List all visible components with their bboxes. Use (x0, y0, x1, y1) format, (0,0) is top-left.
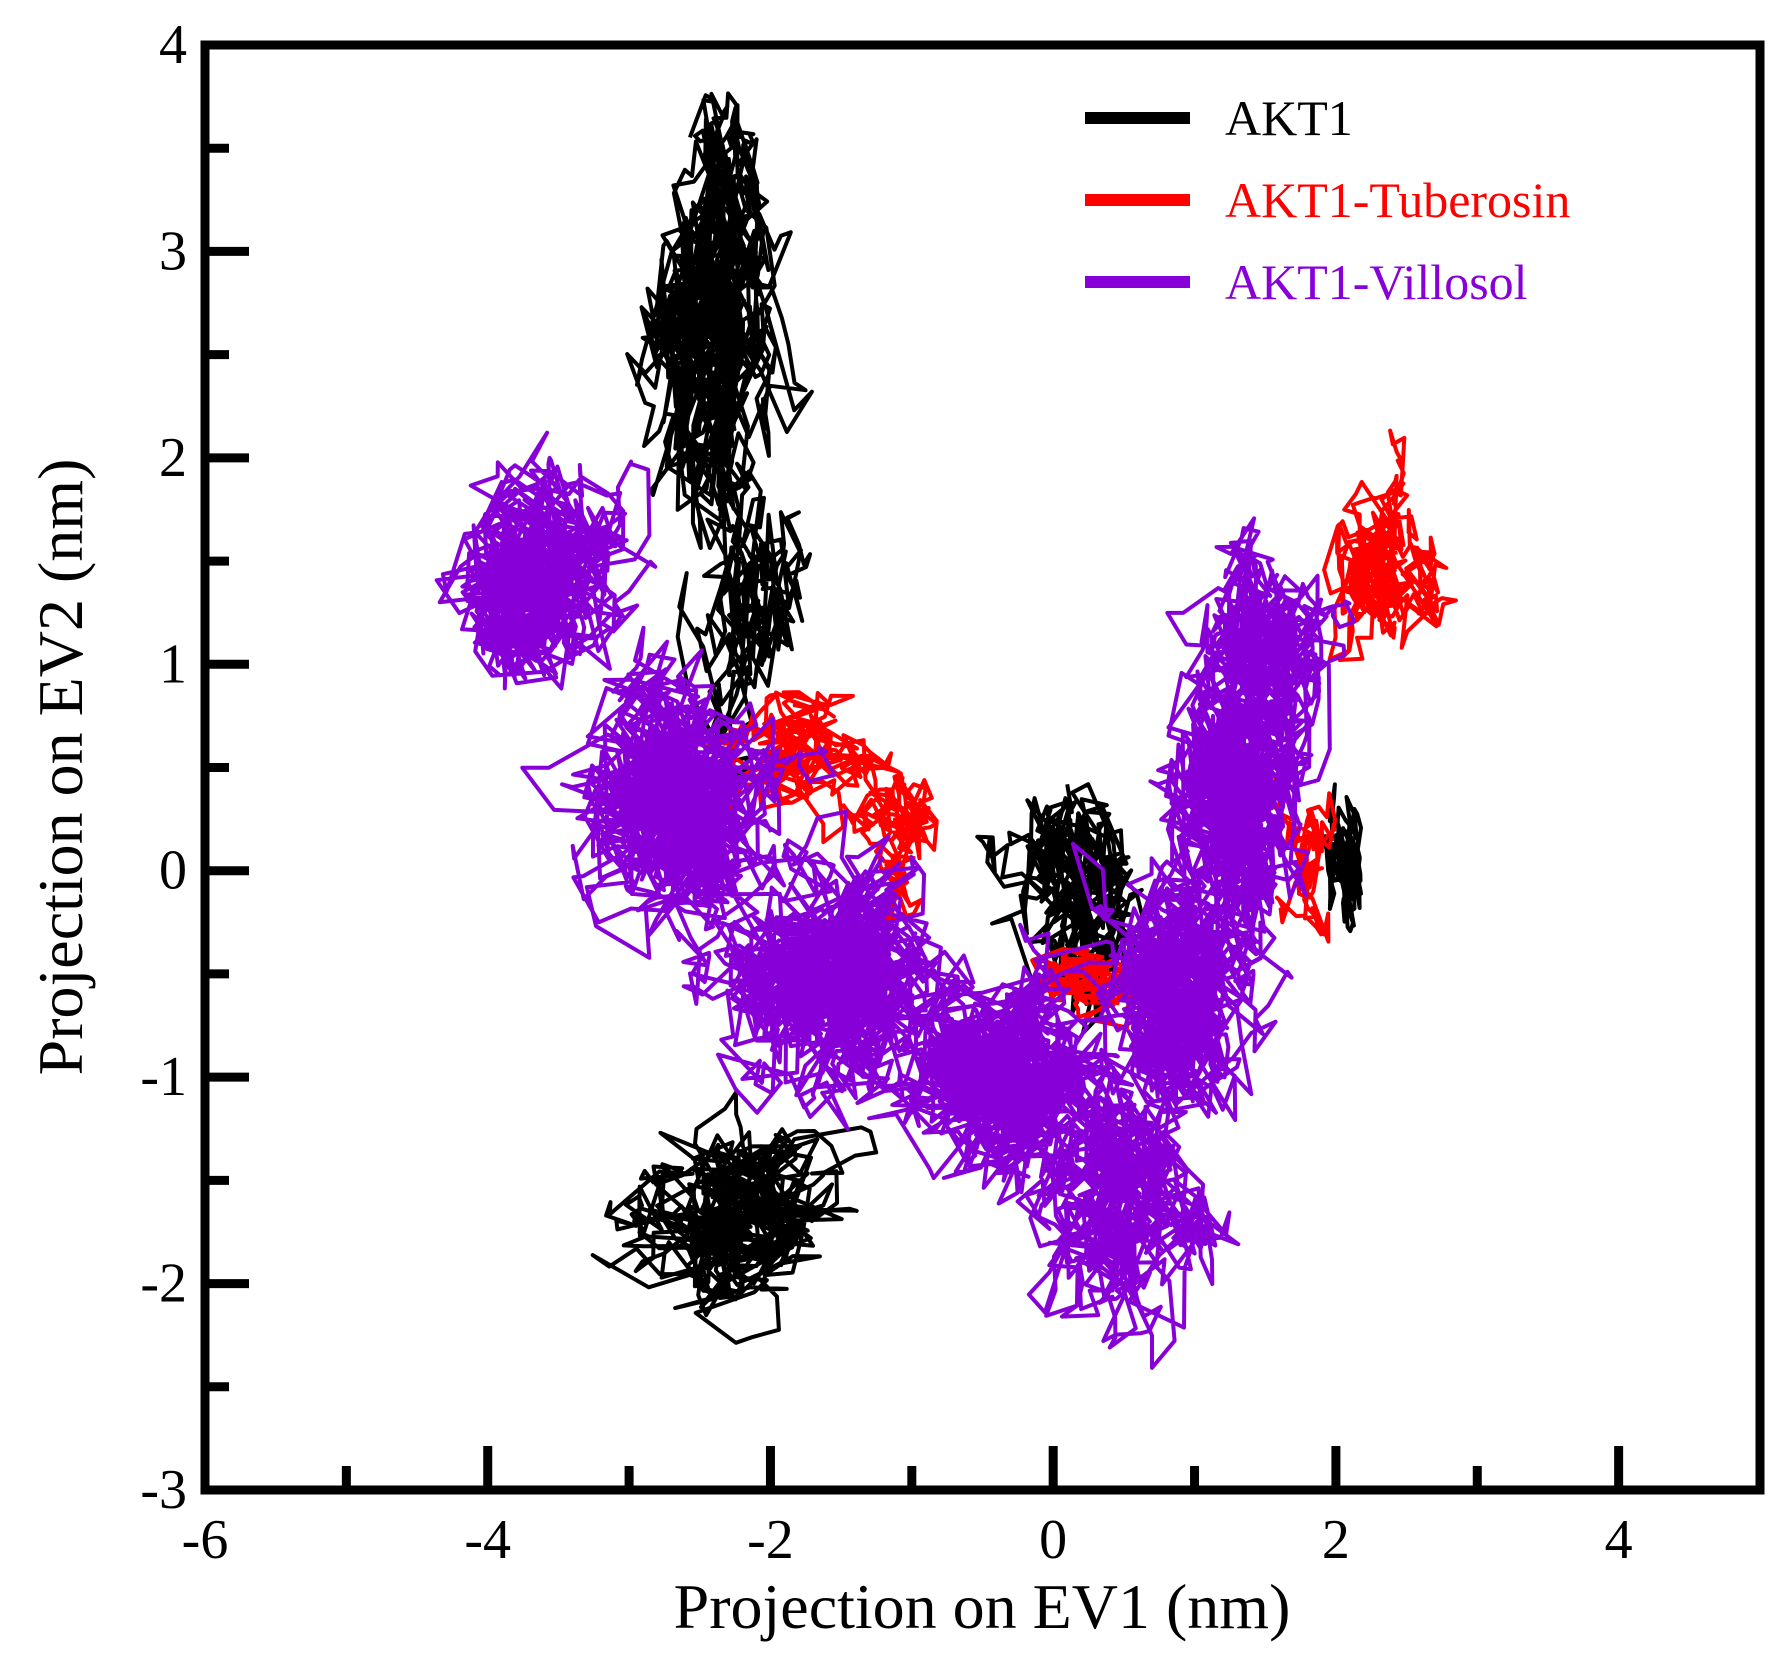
y-tick-label: 4 (159, 14, 187, 76)
trajectory-path (675, 439, 813, 780)
trajectory-path (625, 91, 814, 550)
x-tick-label: 0 (1039, 1509, 1067, 1571)
y-tick-label: 2 (159, 427, 187, 489)
trajectory-path (434, 430, 658, 691)
y-tick-label: -3 (140, 1459, 187, 1521)
trajectory-path (1322, 428, 1458, 662)
legend-label: AKT1-Villosol (1225, 254, 1528, 310)
y-tick-label: 0 (159, 840, 187, 902)
y-tick-label: -1 (140, 1046, 187, 1108)
trajectory-path (520, 625, 837, 984)
x-tick-label: 2 (1322, 1509, 1350, 1571)
trajectory-path (1148, 603, 1332, 1006)
trajectory-path (841, 771, 939, 926)
y-tick-label: 1 (159, 633, 187, 695)
trajectory-path (590, 1090, 879, 1345)
y-tick-label: 3 (159, 220, 187, 282)
trajectory-path (846, 922, 1154, 1206)
x-tick-label: -4 (464, 1509, 511, 1571)
trajectory-path (1265, 764, 1337, 944)
x-tick-label: -6 (182, 1509, 229, 1571)
ticks-layer: -6 -4 -2 0 2 4 -3 -2 -1 0 1 2 3 4 (140, 14, 1765, 1571)
legend-label: AKT1-Tuberosin (1225, 172, 1570, 228)
plot-area (434, 91, 1458, 1370)
trajectory-path (1070, 822, 1294, 1122)
series-layer (434, 91, 1458, 1370)
trajectory-path (688, 91, 759, 290)
trajectory-path (1015, 1064, 1241, 1370)
x-tick-label: 4 (1605, 1509, 1633, 1571)
legend: AKT1 AKT1-Tuberosin AKT1-Villosol (1085, 90, 1570, 310)
y-tick-label: -2 (140, 1253, 187, 1315)
trajectory-path (1322, 782, 1364, 934)
series-akt1-villosol (434, 430, 1357, 1370)
x-axis-label: Projection on EV1 (nm) (674, 1571, 1291, 1642)
legend-label: AKT1 (1225, 90, 1353, 146)
y-axis-label: Projection on EV2 (nm) (25, 459, 96, 1076)
trajectory-path (1165, 516, 1357, 762)
x-tick-label: -2 (747, 1509, 794, 1571)
